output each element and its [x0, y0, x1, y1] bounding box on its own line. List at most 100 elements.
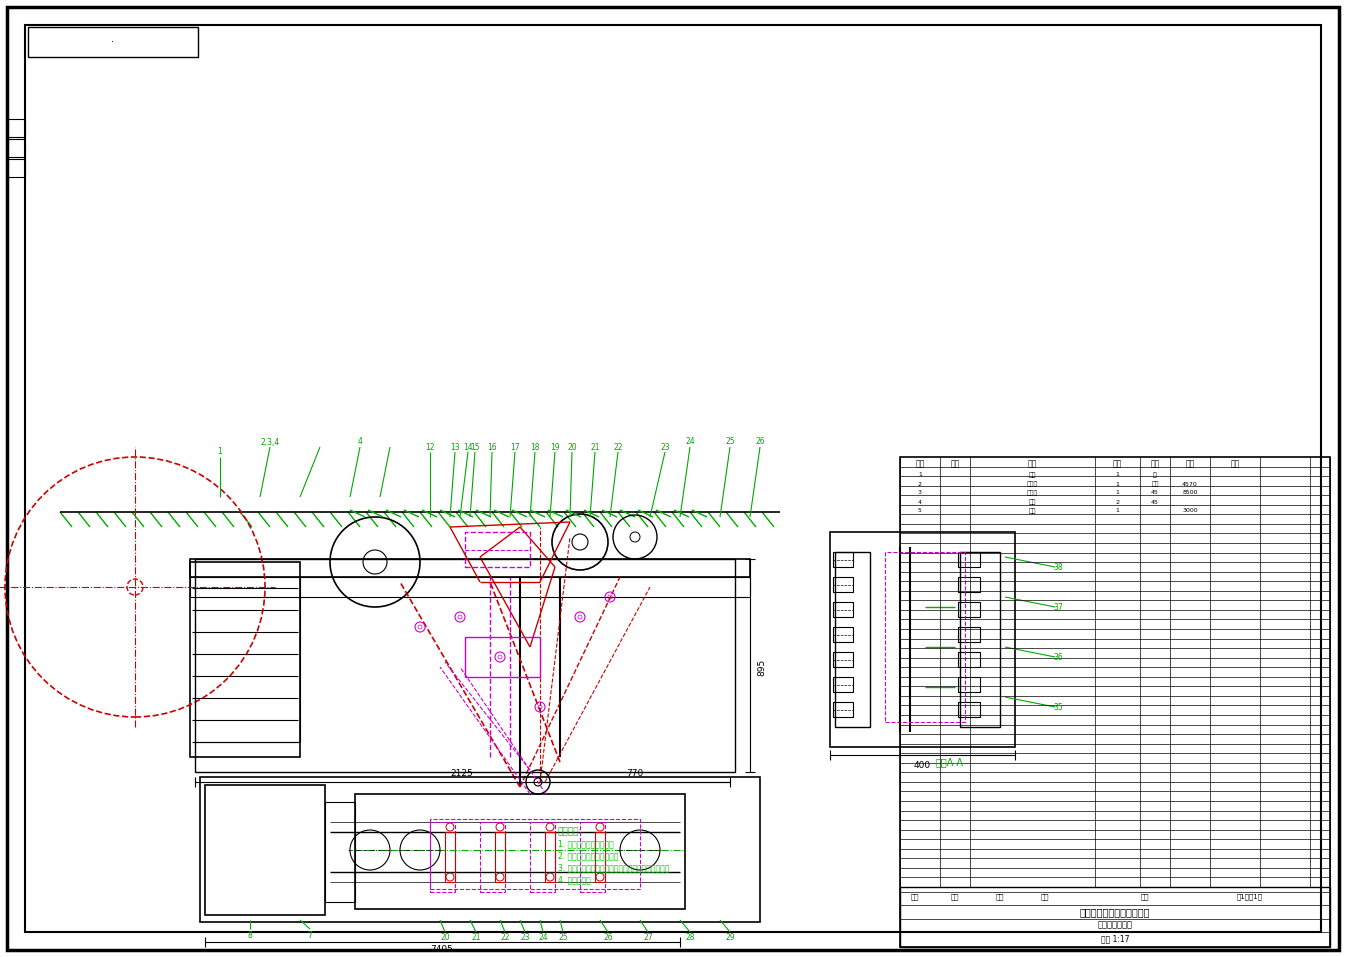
Bar — [833, 702, 853, 717]
Text: 序号: 序号 — [915, 459, 925, 469]
Text: 18: 18 — [530, 442, 540, 452]
Text: 22: 22 — [614, 442, 623, 452]
Text: 技术要求:: 技术要求: — [559, 828, 583, 836]
Bar — [886, 552, 965, 722]
Text: 材料: 材料 — [1151, 459, 1160, 469]
Text: 2: 2 — [1114, 500, 1119, 504]
Text: 21: 21 — [591, 442, 600, 452]
Text: 4: 4 — [358, 437, 362, 447]
Text: 8500: 8500 — [1182, 491, 1198, 496]
Text: 1. 所有焊接按标准执行。: 1. 所有焊接按标准执行。 — [559, 839, 614, 849]
Text: 2,3,4: 2,3,4 — [260, 437, 280, 447]
Text: 1: 1 — [1114, 473, 1119, 478]
Bar — [201, 777, 760, 922]
Bar — [195, 559, 735, 772]
Text: 铸铁: 铸铁 — [1151, 481, 1159, 487]
Text: 20: 20 — [440, 932, 450, 942]
Text: 机架: 机架 — [1028, 472, 1036, 478]
Text: 25: 25 — [559, 932, 568, 942]
Bar — [833, 552, 853, 567]
Text: 770: 770 — [626, 769, 643, 778]
Bar — [833, 627, 853, 642]
Text: 29: 29 — [725, 932, 735, 942]
Bar — [7, 119, 26, 137]
Bar — [429, 822, 455, 892]
Bar — [190, 559, 750, 577]
Text: 8: 8 — [248, 930, 253, 940]
Text: 7405: 7405 — [431, 945, 454, 953]
Text: 1: 1 — [218, 448, 222, 456]
Bar — [835, 552, 870, 727]
Bar — [833, 677, 853, 692]
Text: 13: 13 — [450, 442, 460, 452]
Text: 链条: 链条 — [1028, 508, 1036, 514]
Text: 20: 20 — [567, 442, 577, 452]
Text: 3. 安装完毕后，各连杆机构应活动灵活无卡死现象。: 3. 安装完毕后，各连杆机构应活动灵活无卡死现象。 — [559, 863, 669, 873]
Bar — [833, 652, 853, 667]
Text: 数量: 数量 — [1112, 459, 1121, 469]
Text: 审核: 审核 — [996, 894, 1004, 901]
Bar — [355, 794, 685, 909]
Bar — [958, 552, 980, 567]
Text: 3: 3 — [918, 491, 922, 496]
Text: 1: 1 — [1114, 481, 1119, 486]
Text: 1: 1 — [1114, 508, 1119, 514]
Text: 17: 17 — [510, 442, 520, 452]
Text: 4570: 4570 — [1182, 481, 1198, 486]
Text: 28: 28 — [685, 932, 695, 942]
Bar — [446, 832, 455, 882]
Bar — [580, 822, 604, 892]
Bar — [464, 637, 540, 677]
Text: 比例 1:17: 比例 1:17 — [1101, 934, 1129, 944]
Text: 传动箱: 传动箱 — [1027, 481, 1038, 487]
Bar — [495, 832, 505, 882]
Text: 35: 35 — [1053, 702, 1063, 711]
Bar — [190, 562, 300, 757]
Bar — [28, 27, 198, 57]
Text: 质量: 质量 — [1186, 459, 1195, 469]
Text: 图号: 图号 — [1141, 894, 1149, 901]
Bar — [481, 822, 505, 892]
Text: 共1张第1张: 共1张第1张 — [1237, 894, 1263, 901]
Text: 3000: 3000 — [1182, 508, 1198, 514]
Bar — [464, 532, 530, 567]
Text: ·: · — [112, 37, 114, 47]
Bar — [595, 832, 604, 882]
Text: 45: 45 — [1151, 491, 1159, 496]
Bar — [958, 577, 980, 592]
Text: 26: 26 — [755, 437, 765, 447]
Text: 36: 36 — [1053, 653, 1063, 661]
Text: 代号: 代号 — [950, 459, 960, 469]
Text: 5: 5 — [918, 508, 922, 514]
Text: 37: 37 — [1053, 603, 1063, 612]
Text: 400: 400 — [914, 761, 930, 769]
Text: 视图A-A: 视图A-A — [935, 757, 964, 767]
Bar — [545, 832, 555, 882]
Text: 棉花秧苗移栽机的结构设计: 棉花秧苗移栽机的结构设计 — [1079, 907, 1151, 917]
Text: 7: 7 — [308, 930, 312, 940]
Text: 名称: 名称 — [1027, 459, 1036, 469]
Text: 4. 调试验收。: 4. 调试验收。 — [559, 876, 591, 884]
Bar — [530, 822, 555, 892]
Bar — [958, 702, 980, 717]
Text: 38: 38 — [1053, 563, 1063, 571]
Bar — [833, 602, 853, 617]
Text: 895: 895 — [758, 658, 766, 676]
Bar — [7, 139, 26, 157]
Text: 1: 1 — [1114, 491, 1119, 496]
Bar — [900, 457, 1330, 947]
Text: 2: 2 — [918, 481, 922, 486]
Text: 21: 21 — [471, 932, 481, 942]
Text: 1: 1 — [918, 473, 922, 478]
Text: 批准: 批准 — [1040, 894, 1050, 901]
Text: 15: 15 — [470, 442, 479, 452]
Bar — [833, 577, 853, 592]
Bar — [830, 532, 1015, 747]
Text: 26: 26 — [603, 932, 612, 942]
Text: 27: 27 — [643, 932, 653, 942]
Text: 16: 16 — [487, 442, 497, 452]
Bar — [429, 819, 639, 889]
Text: 校核: 校核 — [950, 894, 960, 901]
Text: 链轮: 链轮 — [1028, 500, 1036, 504]
Bar — [900, 887, 1330, 947]
